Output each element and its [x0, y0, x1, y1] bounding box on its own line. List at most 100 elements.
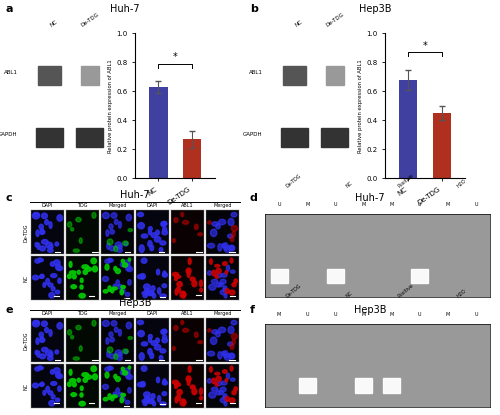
Polygon shape — [121, 393, 126, 396]
Polygon shape — [106, 351, 110, 357]
Text: M: M — [362, 312, 366, 317]
Polygon shape — [218, 219, 226, 225]
Text: DAPI: DAPI — [147, 203, 158, 208]
Polygon shape — [192, 388, 196, 395]
Text: M: M — [446, 202, 450, 207]
Polygon shape — [222, 351, 226, 355]
Polygon shape — [224, 246, 231, 252]
Polygon shape — [111, 321, 117, 326]
Text: U: U — [306, 312, 309, 317]
Polygon shape — [142, 399, 148, 403]
Polygon shape — [126, 264, 130, 271]
Polygon shape — [228, 245, 234, 250]
Text: De-TDG: De-TDG — [24, 223, 28, 242]
Polygon shape — [186, 268, 191, 274]
Polygon shape — [38, 258, 42, 261]
Polygon shape — [154, 344, 161, 350]
Polygon shape — [116, 388, 119, 394]
Polygon shape — [117, 356, 122, 360]
Polygon shape — [228, 342, 233, 346]
Polygon shape — [225, 271, 228, 274]
Polygon shape — [40, 354, 46, 359]
Polygon shape — [177, 390, 182, 395]
Polygon shape — [172, 239, 176, 243]
Polygon shape — [109, 332, 113, 337]
Polygon shape — [38, 259, 44, 262]
Polygon shape — [70, 271, 76, 274]
Polygon shape — [215, 264, 220, 267]
Text: De-TDG: De-TDG — [284, 283, 302, 299]
Polygon shape — [162, 273, 168, 277]
Polygon shape — [42, 321, 48, 327]
Polygon shape — [32, 213, 40, 219]
Polygon shape — [222, 381, 227, 385]
Polygon shape — [48, 356, 53, 360]
Text: H2O: H2O — [456, 288, 468, 299]
Polygon shape — [92, 374, 98, 380]
Polygon shape — [208, 243, 214, 248]
Polygon shape — [72, 382, 76, 387]
Polygon shape — [102, 276, 108, 281]
Polygon shape — [149, 398, 154, 403]
Bar — [270, 269, 287, 283]
Polygon shape — [128, 280, 131, 285]
Polygon shape — [146, 397, 150, 402]
Polygon shape — [69, 261, 72, 267]
Polygon shape — [143, 294, 148, 298]
Polygon shape — [142, 258, 147, 264]
Polygon shape — [144, 396, 150, 402]
Polygon shape — [218, 327, 226, 333]
Polygon shape — [122, 263, 128, 267]
Polygon shape — [40, 382, 44, 386]
Polygon shape — [124, 368, 130, 374]
Text: DAPI: DAPI — [42, 311, 53, 316]
Polygon shape — [74, 357, 80, 360]
Polygon shape — [162, 381, 168, 385]
Polygon shape — [209, 284, 216, 290]
Bar — [149, 87, 168, 178]
Polygon shape — [163, 271, 166, 276]
Polygon shape — [115, 350, 122, 356]
Text: Positive: Positive — [397, 283, 414, 299]
Polygon shape — [80, 238, 82, 243]
Polygon shape — [151, 233, 158, 237]
Text: Huh-7: Huh-7 — [355, 193, 385, 203]
Polygon shape — [226, 373, 230, 379]
Polygon shape — [108, 258, 112, 262]
Polygon shape — [158, 395, 161, 402]
Polygon shape — [40, 383, 44, 386]
Polygon shape — [36, 338, 39, 344]
Polygon shape — [163, 379, 166, 383]
Text: NC: NC — [49, 19, 58, 27]
Polygon shape — [126, 293, 130, 296]
Polygon shape — [49, 222, 52, 228]
Polygon shape — [48, 244, 53, 249]
Bar — [326, 66, 344, 85]
Polygon shape — [71, 285, 76, 288]
Polygon shape — [40, 336, 43, 342]
Polygon shape — [151, 341, 158, 345]
Polygon shape — [56, 371, 60, 378]
Polygon shape — [210, 337, 217, 344]
Polygon shape — [109, 224, 113, 229]
Polygon shape — [106, 338, 109, 344]
Polygon shape — [223, 243, 228, 250]
Polygon shape — [138, 320, 143, 325]
Polygon shape — [79, 401, 86, 406]
Polygon shape — [148, 241, 152, 247]
Polygon shape — [40, 230, 45, 234]
Text: Hep3B: Hep3B — [119, 298, 151, 308]
Polygon shape — [39, 224, 44, 229]
Polygon shape — [232, 232, 235, 237]
Polygon shape — [138, 330, 144, 337]
Polygon shape — [51, 287, 55, 291]
Polygon shape — [182, 400, 186, 404]
Polygon shape — [112, 287, 117, 290]
Polygon shape — [82, 265, 88, 269]
Polygon shape — [74, 249, 80, 252]
Polygon shape — [215, 372, 220, 375]
Polygon shape — [222, 273, 227, 277]
Polygon shape — [188, 366, 191, 372]
Polygon shape — [150, 353, 154, 359]
Polygon shape — [182, 220, 188, 225]
